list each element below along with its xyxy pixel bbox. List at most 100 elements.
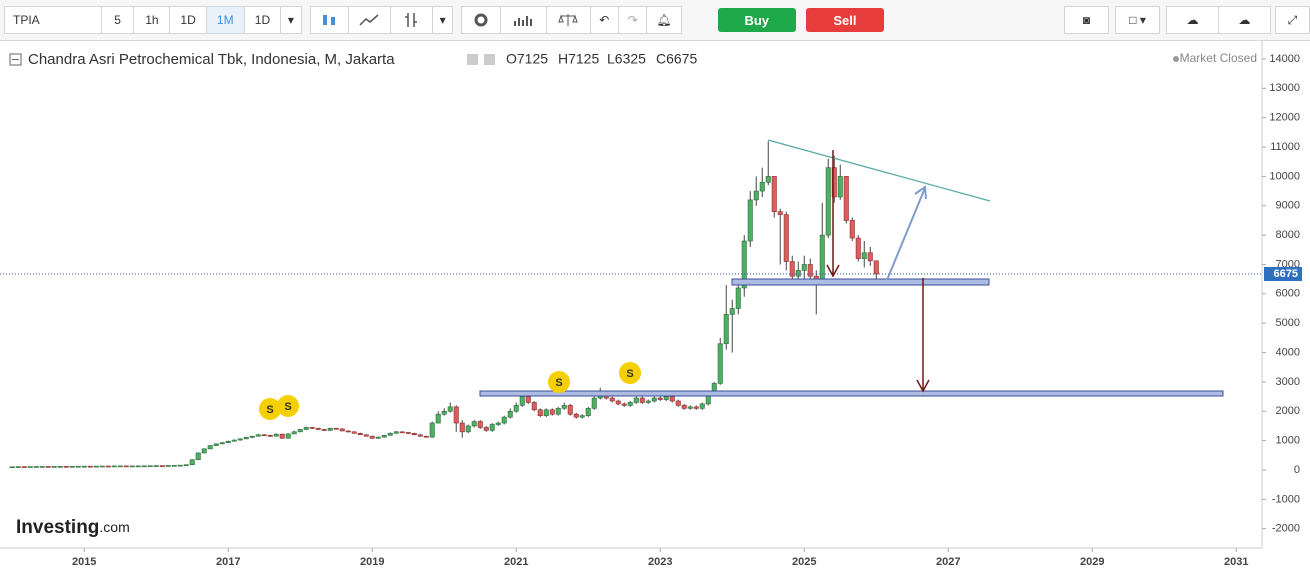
redo-icon[interactable]: ↷	[617, 6, 648, 34]
download-icon[interactable]: ☁	[1166, 6, 1219, 34]
candle-body	[861, 252, 867, 259]
y-tick-label: -1000	[1272, 493, 1300, 505]
candle-body	[633, 397, 639, 403]
interval-button[interactable]: 1h	[133, 6, 171, 34]
candle-body	[723, 314, 729, 345]
candle-body	[501, 416, 507, 424]
candle-body	[669, 396, 675, 402]
dividend-marker[interactable]: S	[619, 362, 641, 384]
compare-icon[interactable]	[545, 6, 591, 34]
trend-line	[767, 139, 991, 202]
candle-body	[195, 452, 201, 461]
interval-button[interactable]: 1D	[169, 6, 207, 34]
settings-icon[interactable]	[461, 6, 501, 34]
settings-icon[interactable]	[467, 54, 478, 65]
x-tick-label: 2015	[72, 556, 96, 568]
y-tick-label: 14000	[1269, 53, 1300, 65]
line-icon[interactable]	[347, 6, 391, 34]
candle-body	[261, 434, 267, 437]
dividend-label: S	[284, 401, 291, 413]
candle-body	[513, 405, 519, 412]
candle-body	[441, 410, 447, 415]
candle-body	[867, 252, 873, 262]
plot: -2000-1000010002000300040005000600070008…	[0, 53, 1302, 568]
buy-button[interactable]: Buy	[717, 8, 796, 32]
candle-body	[15, 466, 21, 468]
sell-button[interactable]: Sell	[805, 8, 885, 32]
last-price-label: 6675	[1274, 268, 1298, 280]
candle-body	[411, 432, 417, 436]
candle-body	[87, 465, 93, 468]
candle-body	[171, 464, 177, 467]
candle-body	[477, 421, 483, 428]
candle-body	[45, 466, 51, 468]
candle-body	[231, 439, 237, 442]
candle-body	[309, 427, 315, 429]
interval-button[interactable]: 1M	[205, 6, 245, 34]
candle-body	[75, 465, 81, 468]
candle-body	[249, 435, 255, 438]
candle-body	[297, 429, 303, 433]
dropdown[interactable]: ▾	[280, 6, 302, 34]
candle-body	[429, 422, 435, 438]
dividend-marker[interactable]: S	[548, 371, 570, 393]
upload-icon[interactable]: ☁	[1217, 6, 1271, 34]
candle-body	[507, 410, 513, 418]
y-tick-label: -2000	[1272, 523, 1300, 535]
dividend-marker[interactable]: S	[259, 398, 281, 420]
candle-body	[129, 465, 135, 468]
candle-body	[471, 421, 477, 427]
candle-body	[165, 465, 171, 467]
candle-body	[357, 432, 363, 436]
dividend-label: S	[626, 368, 633, 380]
x-tick-label: 2017	[216, 556, 240, 568]
symbol-input[interactable]: TPIA	[4, 6, 102, 34]
fullscreen-icon[interactable]: ⤢	[1274, 6, 1310, 34]
support-band	[731, 278, 990, 286]
studies-icon[interactable]	[499, 6, 547, 34]
candle-body	[33, 466, 39, 468]
candle-body	[747, 199, 753, 242]
candle-body	[69, 465, 75, 468]
candle-body	[375, 436, 381, 439]
alert-icon[interactable]: 🔔︎	[646, 6, 682, 34]
indicator-icon[interactable]	[389, 6, 433, 34]
candle-body	[561, 405, 567, 409]
arrow	[826, 150, 840, 278]
candle-body	[663, 396, 669, 400]
y-tick-label: 2000	[1276, 405, 1300, 417]
x-tick-label: 2029	[1080, 556, 1104, 568]
camera-icon[interactable]: ◙	[1064, 6, 1110, 34]
dividend-marker[interactable]: S	[277, 395, 299, 417]
candle-body	[279, 433, 285, 439]
interval-button[interactable]: 1D	[243, 6, 282, 34]
collapse-icon[interactable]	[9, 53, 22, 66]
candle-body	[363, 434, 369, 437]
interval-button[interactable]: 5	[101, 6, 135, 34]
candle-body	[693, 406, 699, 409]
candle-body	[735, 287, 741, 309]
dropdown[interactable]: ▾	[431, 6, 454, 34]
candle-body	[303, 427, 309, 430]
candle-body	[573, 413, 579, 418]
undo-icon[interactable]: ↶	[589, 6, 619, 34]
candle-body	[9, 466, 15, 469]
ohlc-open: O7125	[506, 51, 548, 67]
candle-body	[273, 433, 279, 437]
candle-body	[183, 464, 189, 467]
candle-body	[519, 396, 525, 406]
y-tick-label: 12000	[1269, 112, 1300, 124]
color-picker[interactable]: □ ▾	[1115, 6, 1161, 34]
candle-body	[789, 261, 795, 277]
candle-body	[459, 422, 465, 433]
candle-body	[153, 465, 159, 467]
candle-body	[423, 435, 429, 438]
x-tick-label: 2023	[648, 556, 672, 568]
settings-icon[interactable]	[484, 54, 495, 65]
candle-body	[687, 406, 693, 409]
candle-body	[795, 270, 801, 277]
candle-body	[609, 397, 615, 402]
candle-icon[interactable]	[309, 6, 349, 34]
